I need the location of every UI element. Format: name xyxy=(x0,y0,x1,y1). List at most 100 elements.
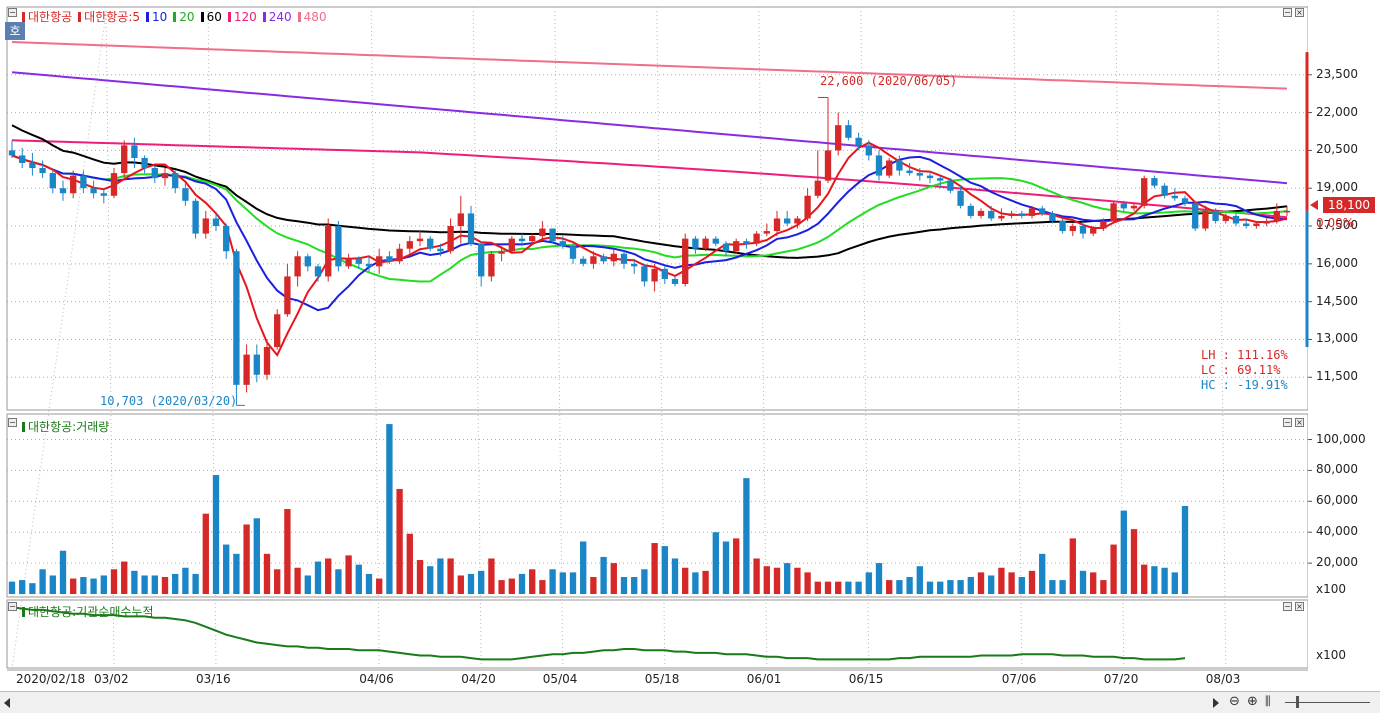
candle xyxy=(294,256,301,277)
candle xyxy=(1232,215,1240,224)
zoom-slider-thumb[interactable] xyxy=(1296,696,1299,708)
candle xyxy=(824,150,832,181)
cumulative-panel-close-button[interactable]: × xyxy=(1295,602,1304,611)
candle xyxy=(794,218,801,224)
volume-bar xyxy=(712,532,719,594)
candle xyxy=(437,248,444,252)
zoom-slider[interactable] xyxy=(1285,702,1370,703)
volume-bar xyxy=(1130,529,1138,594)
ma5-line xyxy=(11,141,1288,357)
volume-bar xyxy=(29,583,36,594)
candle xyxy=(416,238,424,242)
x-gridline xyxy=(1217,6,1227,669)
candle xyxy=(274,314,281,348)
cumulative-panel-minimize-button[interactable]: − xyxy=(1283,602,1292,611)
volume-bar xyxy=(386,424,393,594)
change-percent: 0.00% xyxy=(1316,216,1355,230)
scroll-right-arrow-icon[interactable] xyxy=(1213,698,1219,708)
ma10-line xyxy=(11,154,1288,312)
candle xyxy=(712,238,719,244)
cumulative-legend[interactable]: 대한항공:기관순매수누적 xyxy=(22,603,156,620)
candle xyxy=(559,241,566,247)
candle xyxy=(1008,213,1015,216)
volume-left-menu-button[interactable]: − xyxy=(8,418,17,427)
volume-bar xyxy=(182,567,189,594)
legend-item[interactable]: 20 xyxy=(173,10,197,24)
horizontal-scrollbar[interactable]: ⊖ ⊕ ⫼ xyxy=(0,691,1380,713)
legend-item[interactable]: 480 xyxy=(297,10,330,24)
x-tick-label: 04/06 xyxy=(359,672,394,686)
volume-panel-minimize-button[interactable]: − xyxy=(1283,418,1292,427)
legend-marker-icon xyxy=(173,12,177,22)
volume-bar xyxy=(947,580,954,594)
volume-bar xyxy=(1171,572,1178,594)
volume-legend[interactable]: 대한항공:거래량 xyxy=(22,418,112,435)
price-panel-close-button[interactable]: × xyxy=(1295,8,1304,17)
legend-item-label: 240 xyxy=(268,10,292,24)
candle xyxy=(172,173,179,189)
zoom-in-icon[interactable]: ⊕ xyxy=(1247,694,1258,709)
price-panel-minimize-button[interactable]: − xyxy=(1283,8,1292,17)
zoom-out-icon[interactable]: ⊖ xyxy=(1229,694,1240,709)
cum-left-menu-button[interactable]: − xyxy=(8,602,17,611)
candle xyxy=(314,266,322,277)
volume-bar xyxy=(804,572,811,594)
candle xyxy=(478,243,485,277)
legend-item[interactable]: 120 xyxy=(227,10,260,24)
volume-bar xyxy=(427,566,434,594)
stock-tag[interactable]: 호 xyxy=(5,22,25,40)
scroll-left-arrow-icon[interactable] xyxy=(4,698,10,708)
price-legend[interactable]: 대한항공 대한항공:5 10 20 60 120 240 480 xyxy=(22,8,333,25)
volume-tick-label: 100,000 xyxy=(1316,431,1366,446)
legend-item[interactable]: 240 xyxy=(262,10,295,24)
volume-bar xyxy=(631,577,638,594)
volume-bar xyxy=(121,561,128,594)
volume-bar xyxy=(988,575,995,594)
candle xyxy=(80,175,87,189)
volume-bar xyxy=(784,563,791,594)
legend-item[interactable]: 대한항공 xyxy=(22,10,75,24)
volume-bar xyxy=(243,524,250,594)
volume-tick-label: 60,000 xyxy=(1316,493,1358,508)
x-tick-label: 03/02 xyxy=(94,672,129,686)
candle xyxy=(253,354,260,375)
candle xyxy=(804,195,811,219)
price-tick-label: 19,000 xyxy=(1316,180,1358,195)
candle xyxy=(355,258,362,264)
legend-item[interactable]: 60 xyxy=(200,10,225,24)
hc-stat: HC : -19.91% xyxy=(1201,378,1288,392)
legend-item[interactable]: 10 xyxy=(146,10,170,24)
volume-bar xyxy=(794,567,801,594)
x-tick-label: 05/04 xyxy=(542,672,578,686)
volume-panel-close-button[interactable]: × xyxy=(1295,418,1304,427)
volume-bar xyxy=(467,573,475,594)
candle xyxy=(631,263,638,267)
lc-stat: LC : 69.11% xyxy=(1201,363,1281,377)
top-left-menu-button[interactable]: − xyxy=(8,8,17,17)
legend-item[interactable]: 대한항공:5 xyxy=(78,10,143,24)
volume-bar xyxy=(304,575,311,594)
candle xyxy=(814,180,821,196)
legend-item-label: 480 xyxy=(303,10,327,24)
candle xyxy=(763,231,770,234)
candle xyxy=(743,241,750,244)
volume-bar xyxy=(559,572,566,594)
price-tick-label: 13,000 xyxy=(1316,331,1358,346)
candle xyxy=(406,241,413,249)
candle xyxy=(1141,178,1148,206)
candle xyxy=(19,155,26,163)
candle xyxy=(855,137,862,146)
volume-bar xyxy=(824,581,832,594)
volume-unit: x100 xyxy=(1316,582,1347,596)
legend-marker-icon xyxy=(200,12,204,22)
candle xyxy=(467,213,475,244)
bars-icon[interactable]: ⫼ xyxy=(1265,694,1271,708)
current-price-arrow xyxy=(1310,200,1318,210)
volume-bar xyxy=(845,581,852,594)
candle xyxy=(376,256,383,267)
candle xyxy=(508,238,515,252)
volume-bar xyxy=(641,569,648,594)
volume-bar xyxy=(926,581,934,594)
